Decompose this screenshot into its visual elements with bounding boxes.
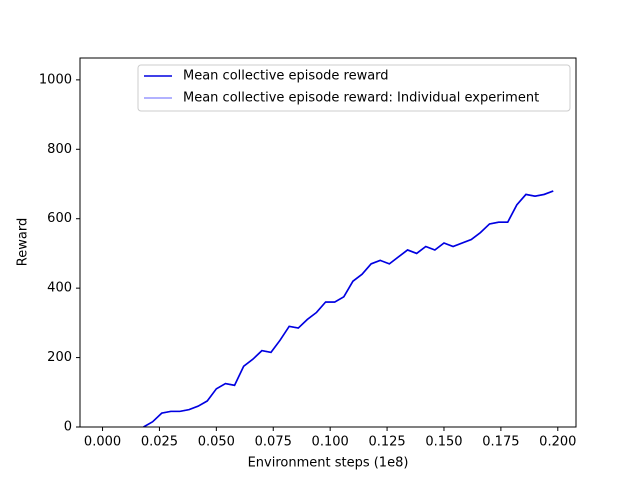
axes-frame — [79, 57, 577, 428]
x-tick-label: 0.075 — [255, 435, 292, 450]
x-tick-label: 0.000 — [84, 435, 121, 450]
legend-label: Mean collective episode reward — [183, 69, 389, 84]
legend-label: Mean collective episode reward: Individu… — [183, 91, 539, 106]
plot-area — [143, 190, 554, 427]
y-tick-label: 800 — [47, 142, 72, 157]
y-tick-label: 0 — [64, 420, 72, 435]
x-tick-label: 0.125 — [368, 435, 405, 450]
y-tick-label: 600 — [47, 211, 72, 226]
legend-box — [137, 64, 571, 112]
x-tick-label: 0.200 — [539, 435, 576, 450]
x-tick-label: 0.025 — [141, 435, 178, 450]
line-series — [143, 190, 554, 427]
x-tick-label: 0.150 — [425, 435, 462, 450]
y-tick-label: 1000 — [39, 72, 72, 87]
y-tick-label: 400 — [47, 281, 72, 296]
y-axis-label: Reward — [16, 218, 31, 266]
line-series — [143, 190, 554, 427]
x-tick-label: 0.050 — [198, 435, 235, 450]
x-axis-label: Environment steps (1e8) — [248, 456, 409, 471]
x-tick-label: 0.100 — [312, 435, 349, 450]
x-tick-label: 0.175 — [482, 435, 519, 450]
y-tick-label: 200 — [47, 350, 72, 365]
